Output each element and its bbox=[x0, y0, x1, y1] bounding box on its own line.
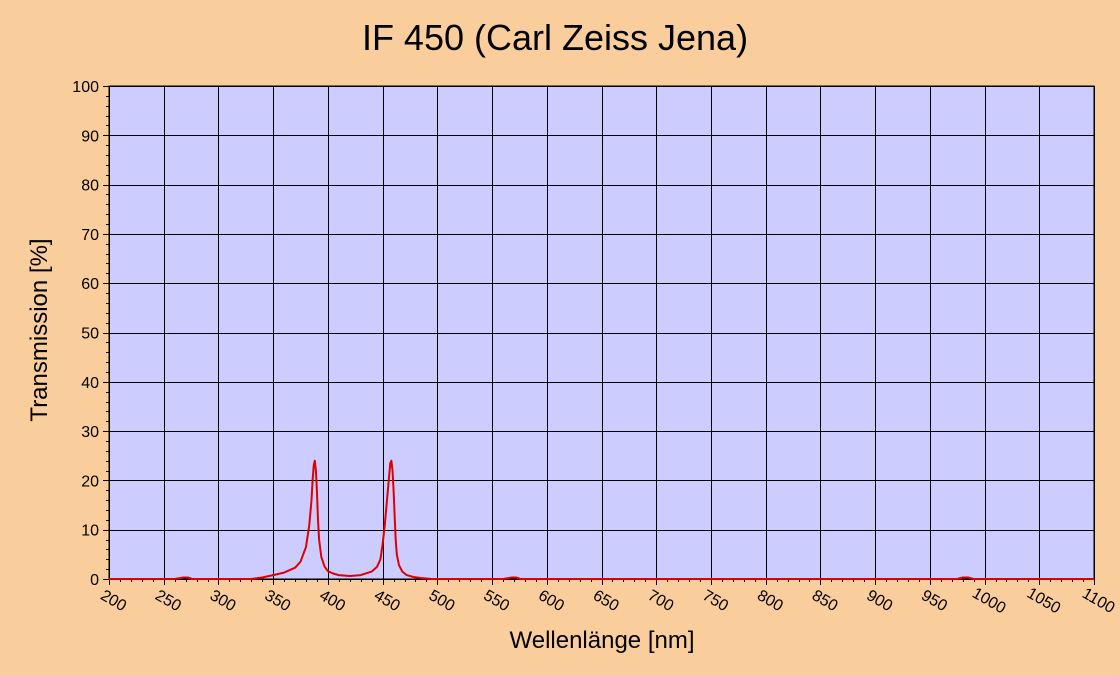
x-tick-label: 850 bbox=[809, 587, 841, 615]
chart-title: IF 450 (Carl Zeiss Jena) bbox=[362, 17, 748, 58]
x-tick-label: 950 bbox=[918, 587, 950, 615]
x-tick-label: 550 bbox=[480, 587, 512, 615]
x-tick-label: 250 bbox=[152, 587, 184, 615]
y-tick-label: 70 bbox=[81, 227, 99, 244]
x-tick-label: 1050 bbox=[1024, 585, 1063, 618]
x-tick-label: 750 bbox=[699, 587, 731, 615]
x-tick-labels: 200 250 300 350 400 450 500 550 600 650 700 750 800 8… bbox=[97, 585, 1117, 618]
y-tick-label: 60 bbox=[81, 276, 99, 293]
x-tick-label: 200 bbox=[97, 587, 129, 615]
x-tick-label: 1100 bbox=[1079, 585, 1117, 617]
y-tick-label: 20 bbox=[81, 473, 99, 490]
grid bbox=[103, 86, 1095, 580]
y-tick-label: 0 bbox=[90, 572, 99, 589]
x-tick-label: 400 bbox=[316, 587, 348, 615]
x-tick-label: 800 bbox=[754, 587, 786, 615]
y-tick-label: 80 bbox=[81, 178, 99, 195]
x-tick-label: 500 bbox=[426, 587, 458, 615]
y-tick-label: 90 bbox=[81, 128, 99, 145]
x-axis-label: Wellenlänge [nm] bbox=[510, 627, 695, 654]
x-tick-label: 900 bbox=[864, 587, 896, 615]
x-tick-label: 350 bbox=[262, 587, 294, 615]
y-tick-label: 30 bbox=[81, 424, 99, 441]
y-tick-label: 40 bbox=[81, 375, 99, 392]
x-tick-label: 650 bbox=[590, 587, 622, 615]
x-tick-label: 700 bbox=[645, 587, 677, 615]
plot-area bbox=[108, 85, 1095, 580]
x-tick-label: 600 bbox=[535, 587, 567, 615]
transmission-line bbox=[109, 459, 1094, 580]
y-tick-label: 10 bbox=[81, 523, 99, 540]
series-layer bbox=[109, 459, 1094, 580]
x-tick-label: 450 bbox=[371, 587, 403, 615]
y-minor-ticks bbox=[106, 96, 109, 570]
x-tick-label: 300 bbox=[207, 587, 239, 615]
y-tick-label: 100 bbox=[72, 79, 99, 96]
y-tick-labels: 0 10 20 30 40 50 60 70 80 90 100 bbox=[72, 79, 99, 589]
x-tick-label: 1000 bbox=[969, 585, 1008, 618]
y-axis-label: Transmission [%] bbox=[26, 238, 53, 421]
y-tick-label: 50 bbox=[81, 326, 99, 343]
